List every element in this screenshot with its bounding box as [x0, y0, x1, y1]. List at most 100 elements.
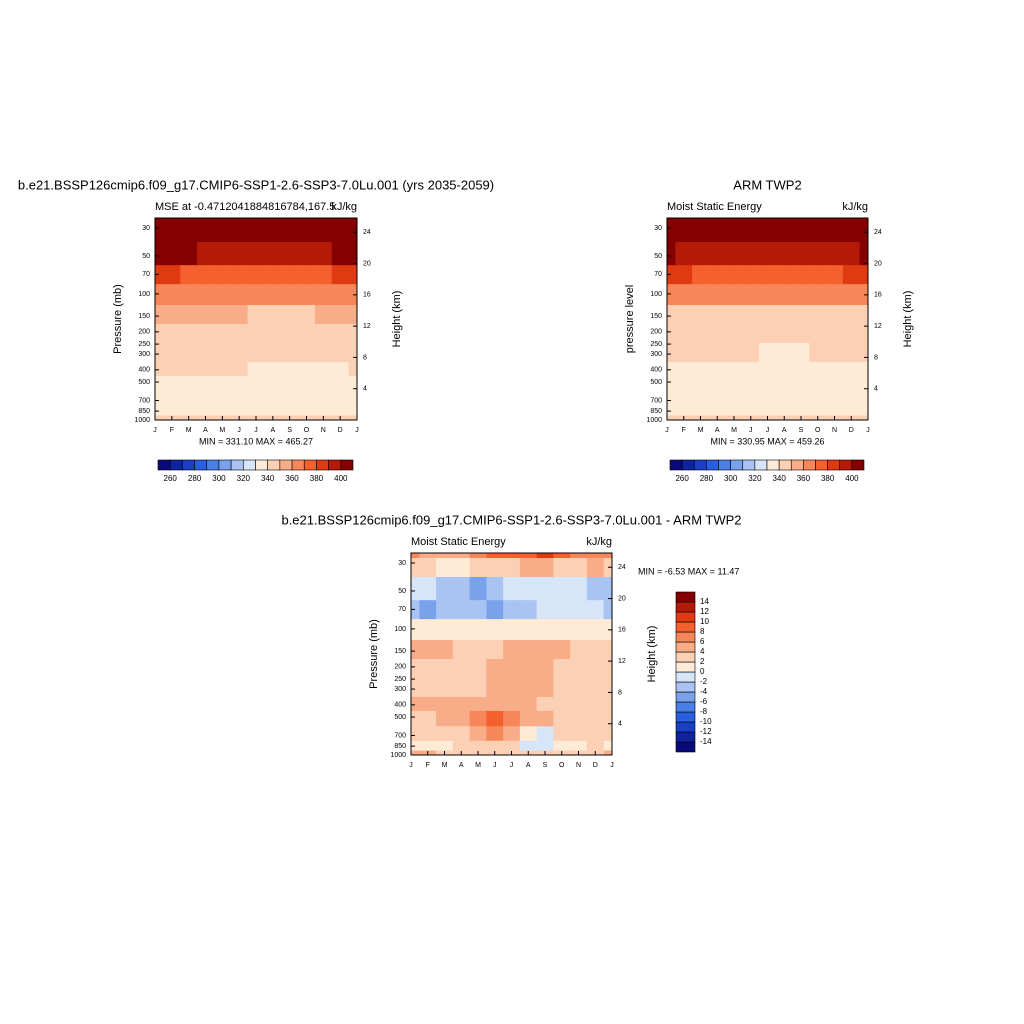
contour-cell: [519, 677, 538, 698]
contour-cell: [314, 265, 333, 285]
contour-cell: [419, 726, 437, 742]
y-tick-label: 400: [138, 367, 150, 374]
colorbar-label: 400: [334, 474, 348, 483]
contour-cell: [586, 640, 605, 660]
x-tick-label: S: [543, 762, 548, 769]
colorbar-box: [675, 611, 696, 623]
contour-cell: [264, 375, 282, 392]
colorbar-box: [340, 459, 354, 471]
contour-cell: [725, 241, 743, 266]
contour-cell: [536, 658, 554, 679]
contour-cell: [486, 640, 504, 660]
contour-cell: [163, 284, 181, 306]
contour-cell: [553, 658, 571, 679]
contour-cell: [692, 323, 710, 344]
stats: MIN = -6.53 MAX = 11.47: [638, 566, 739, 576]
contour-cell: [180, 284, 198, 306]
contour-cell: [298, 265, 316, 285]
contour-cell: [692, 265, 710, 285]
contour-cell: [675, 391, 693, 407]
contour-cell: [809, 342, 827, 363]
colorbar-label: 300: [212, 474, 226, 483]
contour-cell: [742, 391, 760, 407]
contour-cell: [247, 305, 265, 325]
contour-cell: [247, 218, 265, 224]
x-tick-label: A: [526, 762, 531, 769]
contour-cell: [536, 726, 554, 742]
contour-cell: [667, 323, 676, 344]
colorbar-box: [754, 459, 768, 471]
contour-cell: [759, 222, 777, 243]
contour-cell: [792, 222, 810, 243]
y-tick-label: 500: [650, 379, 662, 386]
contour-cell: [213, 391, 232, 407]
contour-cell: [213, 342, 232, 363]
contour-cell: [792, 375, 810, 392]
contour-cell: [469, 553, 487, 559]
contour-cell: [859, 375, 869, 392]
contour-cell: [163, 265, 181, 285]
contour-cell: [230, 218, 248, 224]
contour-cell: [419, 553, 437, 559]
y-tick-label: 250: [394, 676, 406, 683]
contour-cell: [536, 553, 554, 559]
contour-cell: [180, 218, 198, 224]
contour-cell: [553, 619, 571, 641]
y2-tick-label: 16: [363, 292, 371, 299]
x-tick-label: J: [665, 427, 669, 434]
contour-cell: [759, 405, 777, 416]
contour-cell: [708, 391, 727, 407]
contour-cell: [411, 619, 420, 641]
contour-cell: [570, 658, 588, 679]
y-tick-label: 500: [394, 714, 406, 721]
contour-cell: [792, 305, 810, 325]
colorbar-box: [675, 711, 696, 723]
contour-cell: [163, 323, 181, 344]
contour-cell: [230, 342, 248, 363]
y2-tick-label: 20: [363, 260, 371, 267]
contour-cell: [603, 710, 613, 727]
colorbar-box: [675, 741, 696, 753]
colorbar-label: 340: [772, 474, 786, 483]
contour-cell: [163, 222, 181, 243]
contour-cell: [536, 740, 554, 751]
contour-cell: [155, 305, 164, 325]
chart-title: ARM TWP2: [733, 177, 801, 192]
contour-cell: [667, 415, 676, 421]
colorbar-label: -6: [700, 697, 708, 706]
contour-cell: [419, 576, 437, 601]
y-tick-label: 70: [142, 271, 150, 278]
contour-cell: [452, 557, 471, 578]
colorbar-box: [675, 701, 696, 713]
contour-cell: [503, 553, 521, 559]
x-tick-label: D: [338, 427, 343, 434]
contour-cell: [419, 740, 437, 751]
y-tick-label: 850: [394, 743, 406, 750]
colorbar-box: [675, 671, 696, 683]
contour-cell: [436, 696, 454, 712]
colorbar-box: [243, 459, 256, 471]
contour-cell: [775, 305, 794, 325]
contour-cell: [842, 323, 861, 344]
y-tick-label: 1000: [134, 417, 150, 424]
x-tick-label: J: [610, 762, 614, 769]
contour-cell: [792, 405, 810, 416]
contour-cell: [692, 284, 710, 306]
contour-cell: [281, 375, 299, 392]
contour-cell: [411, 557, 420, 578]
contour-cell: [553, 553, 571, 559]
contour-cell: [331, 284, 349, 306]
contour-cell: [197, 405, 215, 416]
contour-cell: [419, 600, 437, 620]
contour-cell: [230, 222, 248, 243]
chart-title: b.e21.BSSP126cmip6.f09_g17.CMIP6-SSP1-2.…: [281, 512, 741, 527]
contour-cell: [667, 305, 676, 325]
contour-cell: [469, 740, 487, 751]
contour-cell: [314, 241, 333, 266]
contour-cell: [859, 265, 869, 285]
contour-cell: [826, 265, 844, 285]
contour-cell: [775, 323, 794, 344]
stats: MIN = 331.10 MAX = 465.27: [199, 436, 313, 446]
contour-cell: [503, 640, 521, 660]
contour-cell: [314, 405, 333, 416]
